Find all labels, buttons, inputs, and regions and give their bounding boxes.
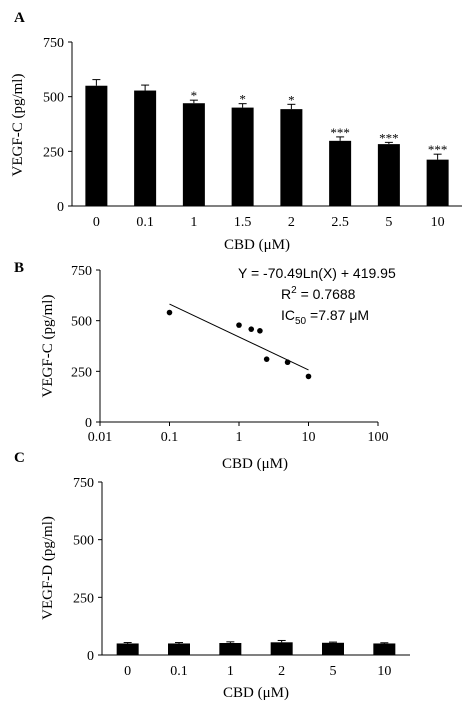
panel-c-x-tick-label: 0.1 — [170, 664, 188, 679]
panel-a-y-tick-label: 750 — [43, 36, 64, 51]
panel-a-bar — [426, 159, 449, 206]
panel-a-x-tick-label: 0 — [93, 215, 100, 230]
panel-b-ic50: IC50 =7.87 μM — [281, 307, 369, 327]
panel-a-letter: A — [14, 10, 25, 26]
panel-b-y-tick-label: 500 — [71, 315, 92, 330]
panel-a-significance: *** — [428, 142, 448, 157]
panel-a-x-tick-label: 0.1 — [136, 215, 154, 230]
panel-b-letter: B — [14, 260, 24, 276]
panel-b-x-tick-label: 0.01 — [88, 430, 113, 445]
panel-c-y-tick-label: 0 — [87, 649, 94, 664]
panel-b-data-point — [166, 309, 173, 316]
panel-c-ylabel: VEGF-D (pg/ml) — [40, 516, 56, 620]
panel-c-y-tick-label: 250 — [73, 591, 94, 606]
panel-a-x-tick-label: 2.5 — [331, 215, 349, 230]
panel-b-equation: Y = -70.49Ln(X) + 419.95 — [238, 265, 396, 281]
panel-a-x-tick-label: 1 — [190, 215, 197, 230]
panel-a-xlabel: CBD (μM) — [224, 237, 290, 253]
panel-a-bar — [377, 144, 400, 206]
panel-b-ylabel: VEGF-C (pg/ml) — [40, 295, 56, 398]
panel-b-xlabel: CBD (μM) — [222, 456, 288, 472]
panel-a-x-tick-label: 5 — [385, 215, 392, 230]
panel-a-x-tick-label: 2 — [288, 215, 295, 230]
panel-b-x-tick-label: 0.1 — [161, 430, 179, 445]
panel-a-y-tick-label: 500 — [43, 91, 64, 106]
panel-b-x-tick-label: 10 — [302, 430, 316, 445]
panel-a-y-tick-label: 250 — [43, 145, 64, 160]
panel-a-bar — [182, 103, 205, 206]
panel-a-significance: *** — [379, 130, 399, 145]
panel-b-data-point — [257, 328, 263, 334]
panel-b-data-point — [305, 373, 312, 380]
panel-c-x-tick-label: 2 — [278, 664, 285, 679]
panel-b-data-point — [263, 356, 270, 362]
panel-b-y-tick-label: 750 — [71, 264, 92, 279]
panel-c-bar — [168, 643, 190, 655]
panel-b-y-tick-label: 250 — [71, 365, 92, 380]
panel-c-bar — [322, 642, 344, 655]
panel-a-significance: * — [288, 92, 295, 107]
panel-a-significance: *** — [330, 125, 350, 140]
panel-c-bar — [270, 642, 293, 655]
panel-c-y-tick-label: 500 — [73, 534, 94, 549]
panel-b-data-point — [284, 359, 291, 366]
panel-c-x-tick-label: 10 — [377, 664, 391, 679]
panel-b-data-point — [236, 322, 242, 328]
panel-a-y-tick-label: 0 — [57, 200, 64, 215]
panel-c-x-tick-label: 1 — [227, 664, 234, 679]
panel-a-significance: * — [191, 88, 198, 103]
panel-b-y-tick-label: 0 — [85, 416, 92, 431]
panel-c-bar — [373, 643, 396, 655]
panel-c-y-tick-label: 750 — [73, 476, 94, 491]
panel-a-bar — [329, 140, 352, 206]
panel-c-x-tick-label: 0 — [124, 664, 131, 679]
panel-b-x-tick-label: 100 — [368, 430, 389, 445]
panel-c: C 0 250 500 750 0 0.1 1 2 5 10 CBD (μM) VEGF-D (p… — [14, 450, 410, 701]
panel-c-letter: C — [14, 450, 25, 466]
panel-b-fit-line — [169, 303, 309, 371]
panel-c-bar — [219, 643, 242, 655]
panel-c-xlabel: CBD (μM) — [223, 685, 289, 701]
panel-a-bar — [231, 107, 254, 206]
panel-c-x-tick-label: 5 — [330, 664, 337, 679]
panel-b-data-point — [248, 326, 255, 332]
panel-a-bar — [134, 90, 157, 206]
panel-b-r2: R2 = 0.7688 — [281, 285, 356, 302]
panel-a-x-tick-label: 10 — [431, 215, 445, 230]
panel-a-bar — [280, 109, 303, 206]
panel-b: B 0 250 500 750 0.01 0.1 1 10 100 Y = -70.49Ln(X… — [14, 260, 396, 472]
panel-a-significance: * — [239, 92, 246, 107]
panel-b-x-tick-label: 1 — [236, 430, 243, 445]
panel-a-x-tick-label: 1.5 — [234, 215, 252, 230]
panel-c-bar — [116, 643, 139, 655]
panel-a-ylabel: VEGF-C (pg/ml) — [10, 74, 26, 177]
panel-a-bar — [85, 85, 108, 206]
